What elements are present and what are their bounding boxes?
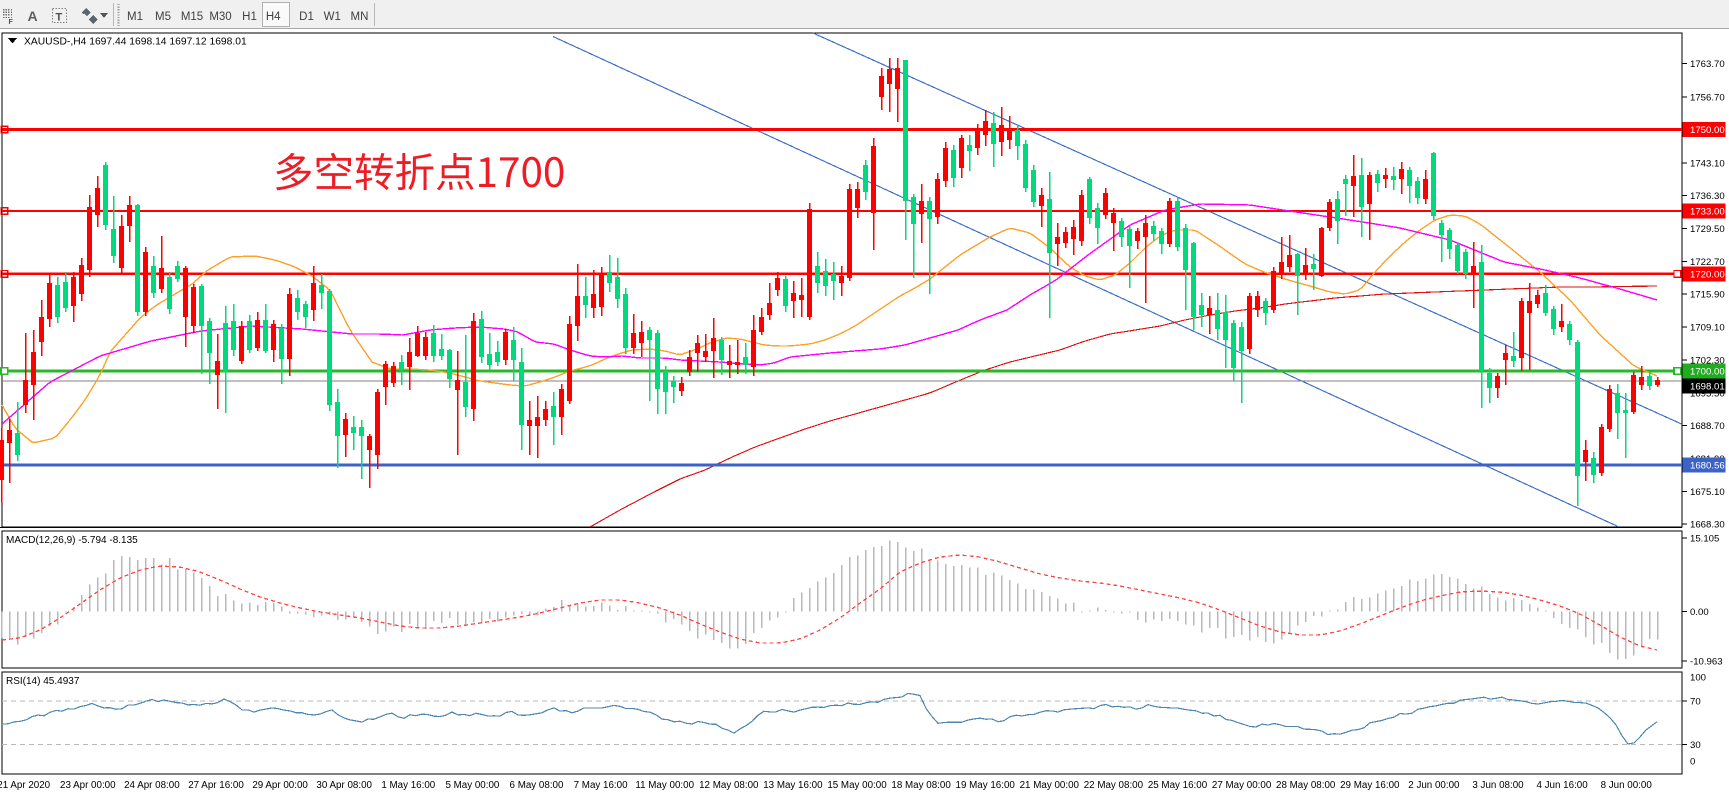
svg-text:1702.30: 1702.30	[1690, 355, 1725, 366]
svg-text:8 Jun 00:00: 8 Jun 00:00	[1601, 780, 1653, 791]
svg-text:21 May 00:00: 21 May 00:00	[1020, 780, 1080, 791]
svg-text:19 May 16:00: 19 May 16:00	[956, 780, 1016, 791]
svg-text:T: T	[56, 12, 63, 24]
svg-text:1695.50: 1695.50	[1690, 388, 1725, 399]
svg-text:1688.70: 1688.70	[1690, 421, 1725, 432]
svg-text:13 May 16:00: 13 May 16:00	[763, 780, 823, 791]
svg-text:1675.10: 1675.10	[1690, 487, 1725, 498]
svg-text:1680.56: 1680.56	[1690, 461, 1725, 472]
svg-text:25 May 16:00: 25 May 16:00	[1148, 780, 1208, 791]
svg-text:29 Apr 00:00: 29 Apr 00:00	[252, 780, 308, 791]
svg-text:21 Apr 2020: 21 Apr 2020	[0, 780, 51, 791]
svg-text:6 May 08:00: 6 May 08:00	[510, 780, 564, 791]
svg-text:27 May 00:00: 27 May 00:00	[1212, 780, 1272, 791]
svg-text:M5: M5	[155, 11, 171, 23]
svg-text:1720.00: 1720.00	[1690, 269, 1725, 280]
svg-text:15 May 00:00: 15 May 00:00	[827, 780, 887, 791]
svg-text:12 May 08:00: 12 May 08:00	[699, 780, 759, 791]
svg-text:XAUUSD-,H4 1697.44 1698.14 16: XAUUSD-,H4 1697.44 1698.14 1697.12 1698.…	[24, 37, 247, 48]
svg-text:1729.50: 1729.50	[1690, 224, 1725, 235]
svg-text:-10.963: -10.963	[1690, 657, 1723, 668]
svg-text:4 Jun 16:00: 4 Jun 16:00	[1536, 780, 1588, 791]
svg-text:100: 100	[1690, 673, 1706, 684]
svg-text:5 May 00:00: 5 May 00:00	[445, 780, 499, 791]
svg-text:M1: M1	[127, 11, 143, 23]
svg-text:29 May 16:00: 29 May 16:00	[1340, 780, 1400, 791]
svg-text:M30: M30	[209, 11, 231, 23]
svg-text:1715.90: 1715.90	[1690, 290, 1725, 301]
svg-text:1743.10: 1743.10	[1690, 158, 1725, 169]
svg-text:MN: MN	[351, 11, 369, 23]
svg-text:A: A	[28, 8, 38, 24]
svg-text:1756.70: 1756.70	[1690, 93, 1725, 104]
svg-text:0: 0	[1690, 757, 1695, 768]
svg-text:1750.00: 1750.00	[1690, 125, 1725, 136]
svg-text:15.105: 15.105	[1690, 534, 1719, 545]
svg-text:1700.00: 1700.00	[1690, 367, 1725, 378]
svg-text:27 Apr 16:00: 27 Apr 16:00	[188, 780, 244, 791]
svg-text:1722.70: 1722.70	[1690, 257, 1725, 268]
svg-text:0.00: 0.00	[1690, 607, 1709, 618]
svg-text:1 May 16:00: 1 May 16:00	[381, 780, 435, 791]
svg-text:22 May 08:00: 22 May 08:00	[1084, 780, 1144, 791]
svg-text:W1: W1	[324, 11, 341, 23]
svg-text:H4: H4	[266, 11, 281, 23]
svg-text:1736.30: 1736.30	[1690, 191, 1725, 202]
svg-text:30: 30	[1690, 740, 1701, 751]
svg-text:1698.01: 1698.01	[1690, 382, 1725, 393]
svg-text:3 Jun 08:00: 3 Jun 08:00	[1472, 780, 1524, 791]
svg-text:2 Jun 00:00: 2 Jun 00:00	[1408, 780, 1460, 791]
svg-text:D1: D1	[299, 11, 314, 23]
svg-text:1733.00: 1733.00	[1690, 207, 1725, 218]
svg-text:28 May 08:00: 28 May 08:00	[1276, 780, 1336, 791]
svg-text:11 May 00:00: 11 May 00:00	[635, 780, 694, 791]
svg-text:H1: H1	[242, 11, 257, 23]
svg-text:1668.30: 1668.30	[1690, 520, 1725, 531]
svg-text:70: 70	[1690, 697, 1701, 708]
svg-text:F: F	[9, 19, 14, 26]
svg-text:23 Apr 00:00: 23 Apr 00:00	[60, 780, 116, 791]
svg-text:1763.70: 1763.70	[1690, 59, 1725, 70]
svg-text:7 May 16:00: 7 May 16:00	[574, 780, 628, 791]
svg-text:M15: M15	[181, 11, 203, 23]
svg-text:24 Apr 08:00: 24 Apr 08:00	[124, 780, 180, 791]
svg-text:18 May 08:00: 18 May 08:00	[891, 780, 951, 791]
svg-text:30 Apr 08:00: 30 Apr 08:00	[316, 780, 372, 791]
svg-text:RSI(14) 45.4937: RSI(14) 45.4937	[6, 676, 80, 687]
svg-text:1709.10: 1709.10	[1690, 323, 1725, 334]
svg-text:MACD(12,26,9) -5.794 -8.135: MACD(12,26,9) -5.794 -8.135	[6, 535, 138, 546]
